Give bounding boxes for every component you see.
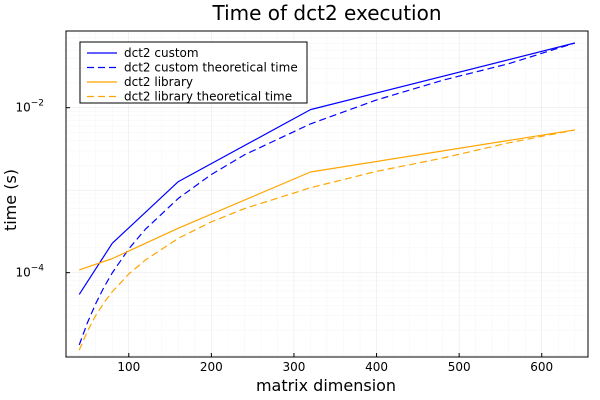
chart-title: Time of dct2 execution <box>211 1 441 25</box>
series-line-1 <box>78 42 575 295</box>
x-tick-label: 400 <box>365 360 388 374</box>
series-lines <box>78 42 575 351</box>
series-line-2 <box>78 42 575 346</box>
x-ticks: 100 200 300 400 500 600 <box>117 353 553 374</box>
x-axis-label: matrix dimension <box>256 376 396 395</box>
legend-label: dct2 custom <box>124 46 199 60</box>
y-axis-label: time (s) <box>1 169 20 231</box>
y-tick-label: 10−2 <box>15 99 44 115</box>
x-tick-label: 100 <box>117 360 140 374</box>
y-ticks: 10−4 10−2 <box>15 99 70 280</box>
x-tick-label: 500 <box>448 360 471 374</box>
series-line-3 <box>79 129 575 271</box>
x-tick-label: 600 <box>530 360 553 374</box>
series-line-4 <box>78 129 575 351</box>
legend-label: dct2 library theoretical time <box>124 90 292 104</box>
x-tick-label: 300 <box>283 360 306 374</box>
legend-label: dct2 library <box>124 75 193 89</box>
legend-box <box>79 41 308 104</box>
legend-label: dct2 custom theoretical time <box>124 61 298 75</box>
plot-frame <box>65 30 589 358</box>
y-tick-label: 10−4 <box>15 264 44 280</box>
x-tick-label: 200 <box>200 360 223 374</box>
